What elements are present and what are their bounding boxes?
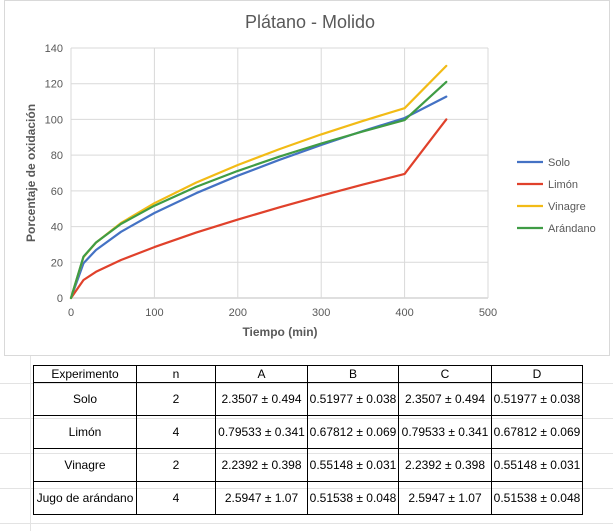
chart-area[interactable]: Plátano - Molido 0 20 40 60 80 100 120 140 0 100…	[4, 0, 610, 356]
x-tick-label: 0	[68, 307, 74, 319]
results-table: Experimento n A B C D Solo 2 2.3507 ± 0.…	[33, 365, 583, 515]
y-tick-label: 120	[45, 79, 63, 91]
cell-b: 0.55148 ± 0.031	[307, 448, 399, 482]
legend: Solo Limón Vinagre Arándano	[517, 157, 596, 235]
x-tick-label: 200	[229, 307, 247, 319]
table-row: Limón 4 0.79533 ± 0.341 0.67812 ± 0.069 …	[33, 415, 583, 449]
cell-n: 4	[136, 415, 216, 449]
cell-a: 0.79533 ± 0.341	[215, 415, 308, 449]
line-chart: Plátano - Molido 0 20 40 60 80 100 120 140 0 100…	[24, 12, 596, 339]
y-tick-label: 20	[51, 257, 63, 269]
header-b: B	[307, 365, 399, 383]
header-experimento: Experimento	[33, 365, 137, 383]
table-row: Vinagre 2 2.2392 ± 0.398 0.55148 ± 0.031…	[33, 448, 583, 482]
cell-c: 0.79533 ± 0.341	[398, 415, 492, 449]
header-d: D	[491, 365, 583, 383]
cell-c: 2.2392 ± 0.398	[398, 448, 492, 482]
cell-experimento: Jugo de arándano	[33, 481, 137, 515]
x-tick-labels: 0 100 200 300 400 500	[68, 307, 497, 319]
chart-title: Plátano - Molido	[245, 12, 375, 32]
x-axis-title: Tiempo (min)	[242, 325, 317, 339]
cell-n: 2	[136, 448, 216, 482]
cell-b: 0.51977 ± 0.038	[307, 382, 399, 416]
cell-a: 2.2392 ± 0.398	[215, 448, 308, 482]
y-tick-label: 140	[45, 43, 63, 55]
table-header-row: Experimento n A B C D	[33, 365, 583, 383]
series-line-2	[69, 64, 448, 300]
cell-d: 0.51538 ± 0.048	[491, 481, 583, 515]
legend-entry: Vinagre	[548, 201, 586, 213]
header-c: C	[398, 365, 492, 383]
series-lines	[69, 64, 448, 300]
header-a: A	[215, 365, 308, 383]
x-tick-label: 100	[145, 307, 163, 319]
table-row: Jugo de arándano 4 2.5947 ± 1.07 0.51538…	[33, 481, 583, 515]
legend-entry: Solo	[548, 157, 570, 169]
cell-b: 0.51538 ± 0.048	[307, 481, 399, 515]
cell-n: 4	[136, 481, 216, 515]
y-tick-label: 40	[51, 222, 63, 234]
y-tick-label: 100	[45, 114, 63, 126]
header-n: n	[136, 365, 216, 383]
legend-entry: Arándano	[548, 223, 596, 235]
cell-d: 0.55148 ± 0.031	[491, 448, 583, 482]
x-tick-label: 400	[395, 307, 413, 319]
cell-d: 0.51977 ± 0.038	[491, 382, 583, 416]
cell-experimento: Limón	[33, 415, 137, 449]
series-line-0	[69, 95, 448, 300]
cell-a: 2.3507 ± 0.494	[215, 382, 308, 416]
cell-a: 2.5947 ± 1.07	[215, 481, 308, 515]
y-tick-label: 60	[51, 186, 63, 198]
cell-n: 2	[136, 382, 216, 416]
cell-d: 0.67812 ± 0.069	[491, 415, 583, 449]
y-axis-title: Porcentaje de oxidación	[24, 104, 38, 242]
y-tick-labels: 0 20 40 60 80 100 120 140	[45, 43, 63, 305]
series-line-3	[69, 80, 448, 300]
series-line-1	[69, 118, 448, 300]
cell-experimento: Vinagre	[33, 448, 137, 482]
x-tick-label: 300	[312, 307, 330, 319]
cell-experimento: Solo	[33, 382, 137, 416]
cell-c: 2.3507 ± 0.494	[398, 382, 492, 416]
y-tick-label: 0	[57, 293, 63, 305]
cell-b: 0.67812 ± 0.069	[307, 415, 399, 449]
x-tick-label: 500	[479, 307, 497, 319]
gridlines	[70, 47, 489, 299]
cell-c: 2.5947 ± 1.07	[398, 481, 492, 515]
table-row: Solo 2 2.3507 ± 0.494 0.51977 ± 0.038 2.…	[33, 382, 583, 416]
y-tick-label: 80	[51, 150, 63, 162]
legend-entry: Limón	[548, 179, 578, 191]
